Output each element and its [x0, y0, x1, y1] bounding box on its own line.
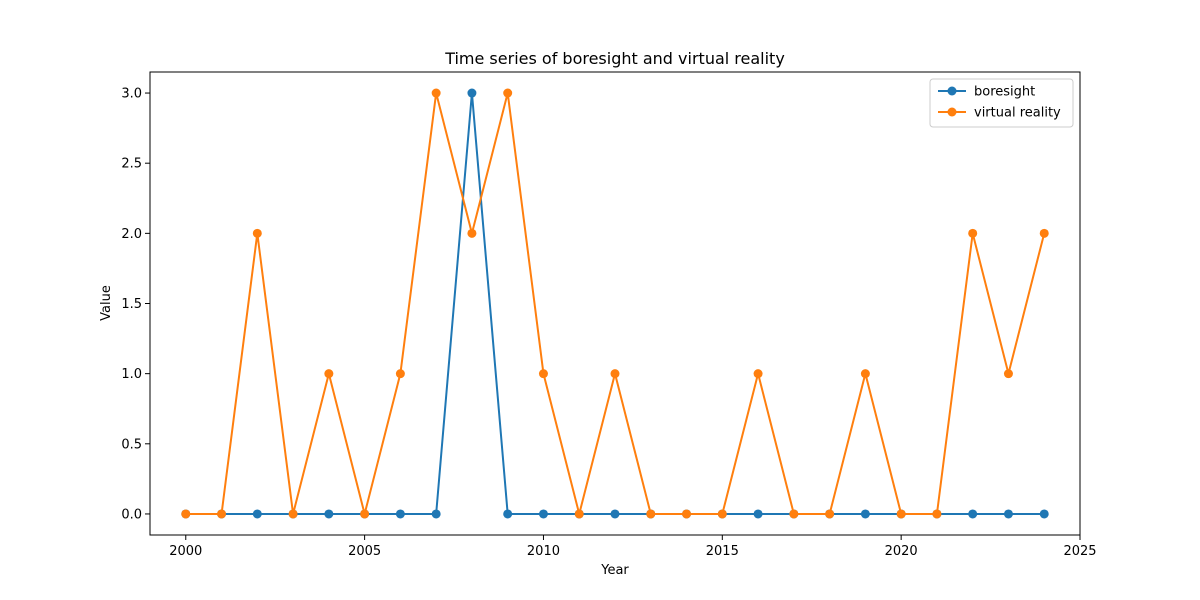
series-boresight [181, 88, 1049, 519]
legend-marker-boresight [947, 86, 957, 96]
data-point-virtual-reality [574, 509, 584, 519]
y-tick-label: 1.5 [121, 297, 142, 312]
data-point-virtual-reality [1003, 369, 1013, 379]
data-point-virtual-reality [252, 228, 262, 238]
series-line-virtual-reality [185, 92, 1046, 515]
data-point-boresight [1039, 509, 1049, 519]
data-point-virtual-reality [825, 509, 835, 519]
x-axis: 2000 2005 2010 2015 2020 2025 [169, 535, 1097, 559]
data-point-boresight [538, 509, 548, 519]
data-point-boresight [431, 509, 441, 519]
y-tick-label: 2.5 [121, 157, 142, 172]
data-point-virtual-reality [181, 509, 191, 519]
data-point-boresight [753, 509, 763, 519]
data-point-boresight [467, 88, 477, 98]
data-point-boresight [1003, 509, 1013, 519]
data-point-virtual-reality [431, 88, 441, 98]
data-point-virtual-reality [324, 369, 334, 379]
y-axis: 0.0 0.5 1.0 1.5 2.0 2.5 3.0 [121, 87, 150, 522]
data-point-virtual-reality [503, 88, 513, 98]
y-tick-label: 3.0 [121, 87, 142, 102]
data-point-boresight [252, 509, 262, 519]
data-point-virtual-reality [717, 509, 727, 519]
data-point-virtual-reality [538, 369, 548, 379]
x-tick-label: 2015 [706, 544, 739, 559]
data-point-virtual-reality [896, 509, 906, 519]
data-point-virtual-reality [860, 369, 870, 379]
chart-title: Time series of boresight and virtual rea… [444, 49, 785, 68]
series-layer [181, 88, 1049, 519]
y-tick-label: 1.0 [121, 367, 142, 382]
data-point-virtual-reality [395, 369, 405, 379]
data-point-virtual-reality [1039, 228, 1049, 238]
x-tick-label: 2020 [885, 544, 918, 559]
plot-area [149, 71, 1081, 536]
data-point-virtual-reality [753, 369, 763, 379]
data-point-virtual-reality [360, 509, 370, 519]
legend: boresight virtual reality [929, 78, 1074, 128]
legend-item-virtual-reality: virtual reality [938, 106, 1061, 121]
y-tick-label: 2.0 [121, 227, 142, 242]
data-point-virtual-reality [646, 509, 656, 519]
legend-label-boresight: boresight [974, 85, 1035, 100]
legend-marker-virtual-reality [947, 107, 957, 117]
legend-label-virtual-reality: virtual reality [974, 106, 1061, 121]
y-tick-label: 0.0 [121, 507, 142, 522]
y-axis-title: Value [99, 285, 114, 321]
legend-item-boresight: boresight [938, 85, 1035, 100]
x-tick-label: 2025 [1063, 544, 1096, 559]
data-point-boresight [610, 509, 620, 519]
x-tick-label: 2010 [527, 544, 560, 559]
data-point-virtual-reality [968, 228, 978, 238]
data-point-boresight [324, 509, 334, 519]
data-point-boresight [968, 509, 978, 519]
data-point-boresight [395, 509, 405, 519]
series-line-boresight [185, 92, 1045, 515]
x-tick-label: 2000 [169, 544, 202, 559]
data-point-virtual-reality [467, 228, 477, 238]
series-virtual-reality [181, 88, 1049, 519]
x-axis-title: Year [600, 563, 629, 578]
y-tick-label: 0.5 [121, 437, 142, 452]
data-point-boresight [860, 509, 870, 519]
x-tick-label: 2005 [348, 544, 381, 559]
data-point-virtual-reality [789, 509, 799, 519]
data-point-boresight [503, 509, 513, 519]
data-point-virtual-reality [932, 509, 942, 519]
data-point-virtual-reality [217, 509, 227, 519]
data-point-virtual-reality [610, 369, 620, 379]
data-point-virtual-reality [682, 509, 692, 519]
data-point-virtual-reality [288, 509, 298, 519]
